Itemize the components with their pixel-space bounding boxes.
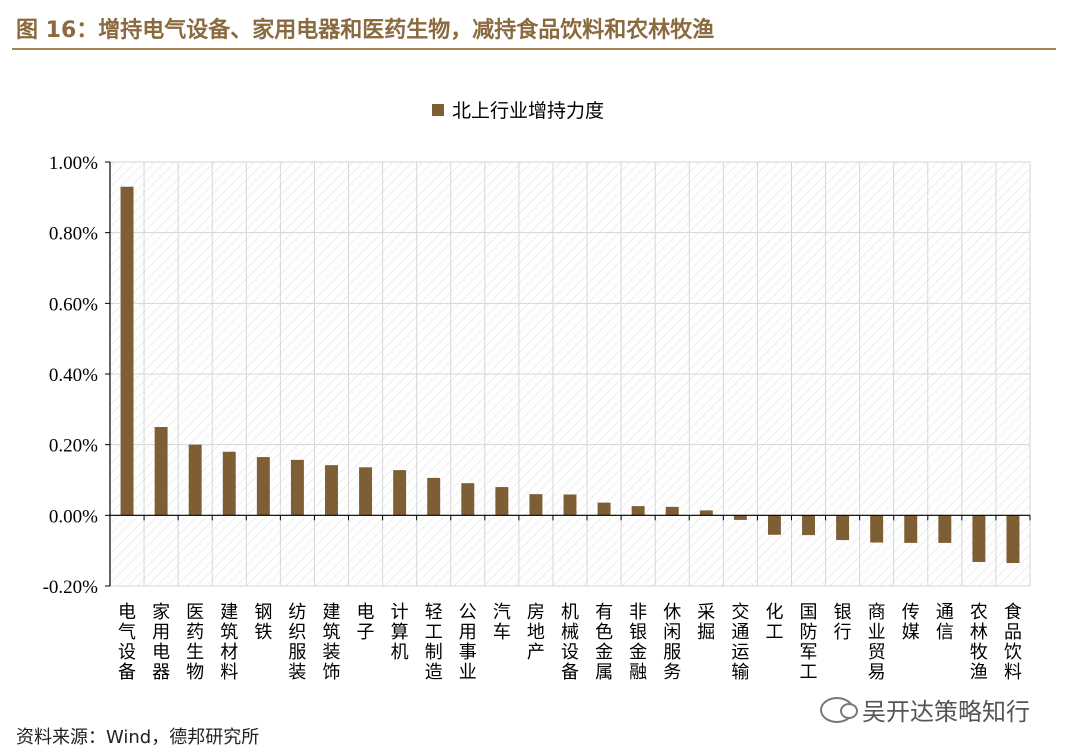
x-tick-label-采掘: 采掘 [697,602,715,643]
x-tick-label-非银金融: 非银金融 [629,602,647,683]
x-tick-label-有色金属: 有色金属 [595,602,613,683]
bar-房地产 [529,494,543,516]
x-tick-label-休闲服务: 休闲服务 [663,602,681,683]
y-tick-label: 0.40% [49,365,98,386]
bar-休闲服务 [665,506,679,516]
bar-纺织服装 [290,459,304,516]
x-tick-label-电子: 电子 [357,602,375,643]
bar-化工 [767,515,781,535]
x-tick-label-交通运输: 交通运输 [731,602,749,683]
bar-采掘 [699,510,713,516]
y-tick-label: 0.80% [49,224,98,245]
figure-title: 图 16：增持电气设备、家用电器和医药生物，减持食品饮料和农林牧渔 [16,18,715,43]
watermark-text: 吴开达策略知行 [862,698,1030,726]
x-tick-label-纺织服装: 纺织服装 [288,602,306,683]
y-tick-label: -0.20% [43,577,99,598]
bars [120,186,1020,564]
x-tick-label-农林牧渔: 农林牧渔 [970,602,988,683]
x-tick-label-电气设备: 电气设备 [118,602,136,683]
legend-swatch [432,104,444,116]
bar-钢铁 [256,457,270,516]
bar-公用事业 [461,483,475,516]
bar-计算机 [393,470,407,516]
bar-汽车 [495,487,509,516]
y-tick-label: 1.00% [49,153,98,174]
bar-电气设备 [120,186,134,516]
bar-银行 [836,515,850,541]
bar-医药生物 [188,444,202,516]
bar-食品饮料 [1006,515,1020,564]
wechat-icon [820,696,858,723]
axes [105,161,1031,587]
x-tick-label-计算机: 计算机 [391,602,409,663]
x-tick-label-传媒: 传媒 [902,602,920,643]
bar-非银金融 [631,506,645,516]
y-tick-labels: -0.20% 0.00% 0.20% 0.40% 0.60% 0.80% 1.00% [43,153,99,598]
y-tick-label: 0.60% [49,294,98,315]
x-tick-label-公用事业: 公用事业 [459,602,477,683]
title-divider [12,48,1056,50]
x-tick-labels: 电气设备家用电器医药生物建筑材料钢铁纺织服装建筑装饰电子计算机轻工制造公用事业汽… [118,602,1022,683]
x-tick-label-食品饮料: 食品饮料 [1004,602,1022,683]
y-tick-label: 0.20% [49,436,98,457]
x-tick-label-房地产: 房地产 [527,602,545,663]
bar-传媒 [904,515,918,543]
y-tick-label: 0.00% [49,506,98,527]
x-tick-label-汽车: 汽车 [493,602,511,643]
x-tick-label-建筑材料: 建筑材料 [220,602,238,683]
bar-农林牧渔 [972,515,986,562]
bar-电子 [359,467,373,516]
watermark: 吴开达策略知行 [820,692,1030,727]
x-tick-label-国防军工: 国防军工 [800,602,818,683]
legend-label: 北上行业增持力度 [452,100,604,122]
bar-商业贸易 [870,515,884,543]
x-tick-label-轻工制造: 轻工制造 [425,602,443,683]
bar-家用电器 [154,427,168,516]
x-tick-label-家用电器: 家用电器 [152,602,170,683]
x-tick-label-建筑装饰: 建筑装饰 [322,602,340,683]
bar-通信 [938,515,952,543]
x-tick-label-银行: 银行 [834,602,852,643]
x-tick-label-通信: 通信 [936,602,954,643]
bar-交通运输 [733,515,747,520]
bar-建筑装饰 [325,465,338,516]
x-tick-label-机械设备: 机械设备 [561,602,579,683]
legend: 北上行业增持力度 [432,100,604,122]
bar-轻工制造 [427,477,441,516]
bar-国防军工 [802,515,815,536]
x-tick-label-钢铁: 钢铁 [254,602,272,643]
source-note: 资料来源：Wind，德邦研究所 [16,727,260,748]
x-tick-label-医药生物: 医药生物 [186,602,204,683]
x-tick-label-化工: 化工 [765,602,783,643]
bar-机械设备 [563,494,577,516]
x-tick-label-商业贸易: 商业贸易 [868,602,886,683]
bar-建筑材料 [222,451,236,516]
bar-有色金属 [597,502,611,516]
